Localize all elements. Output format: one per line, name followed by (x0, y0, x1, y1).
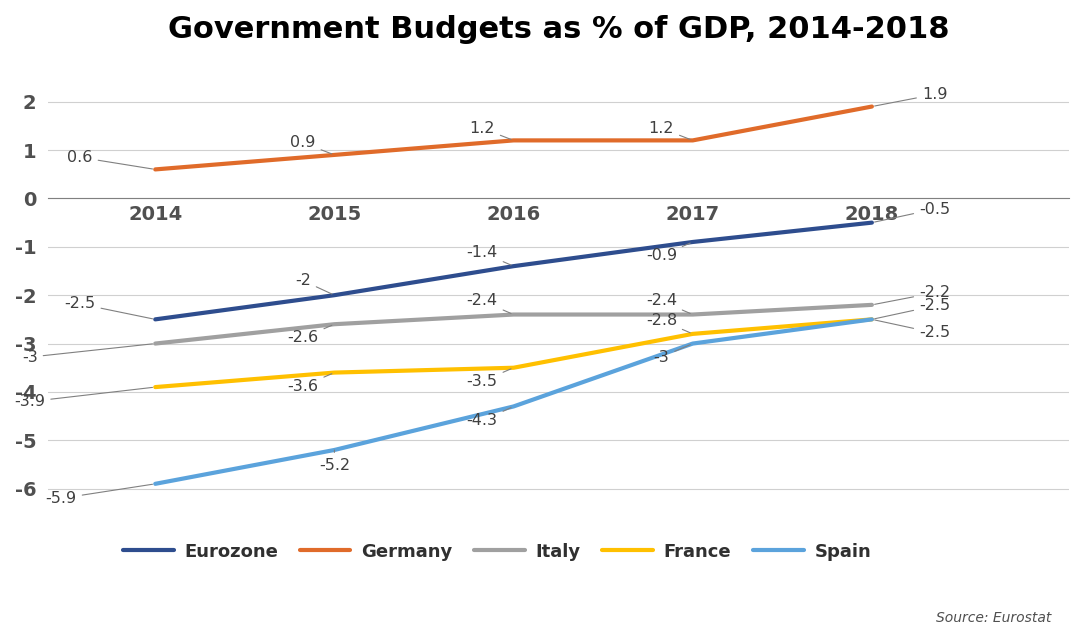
Legend: Eurozone, Germany, Italy, France, Spain: Eurozone, Germany, Italy, France, Spain (116, 535, 878, 568)
Text: -3: -3 (22, 344, 153, 365)
Spain (327, 446, 340, 454)
Text: -4.3: -4.3 (467, 408, 511, 428)
Text: -3.5: -3.5 (467, 369, 511, 389)
France (686, 330, 699, 338)
Italy (149, 339, 162, 347)
Text: -3.9: -3.9 (14, 387, 153, 409)
France (865, 316, 878, 323)
Text: -2.5: -2.5 (64, 297, 153, 319)
Text: 1.2: 1.2 (469, 121, 511, 139)
Text: 1.9: 1.9 (875, 87, 947, 106)
Germany (507, 136, 520, 144)
Text: -2.4: -2.4 (646, 293, 691, 314)
Text: 1.2: 1.2 (648, 121, 691, 139)
Italy (327, 321, 340, 328)
Text: -2.4: -2.4 (466, 293, 511, 314)
Text: -0.5: -0.5 (875, 201, 951, 222)
Eurozone (149, 316, 162, 323)
Text: -2.2: -2.2 (875, 285, 951, 304)
Germany (149, 165, 162, 173)
France (327, 369, 340, 376)
Text: -3: -3 (654, 345, 691, 365)
Spain (507, 403, 520, 410)
Italy (686, 310, 699, 318)
Line: Germany: Germany (155, 107, 872, 169)
Line: France: France (155, 319, 872, 387)
Spain (149, 480, 162, 488)
Eurozone (865, 219, 878, 227)
Italy (507, 310, 520, 318)
Text: -2.5: -2.5 (875, 298, 951, 319)
Text: -0.9: -0.9 (646, 243, 691, 263)
Eurozone (327, 292, 340, 299)
Text: -5.2: -5.2 (319, 450, 350, 473)
Text: -5.9: -5.9 (46, 484, 153, 506)
Text: -2: -2 (295, 273, 332, 294)
Text: 0.6: 0.6 (67, 150, 153, 169)
Title: Government Budgets as % of GDP, 2014-2018: Government Budgets as % of GDP, 2014-201… (168, 15, 950, 44)
Line: Spain: Spain (155, 319, 872, 484)
Spain (686, 339, 699, 347)
Text: -2.8: -2.8 (646, 313, 691, 333)
Text: -3.6: -3.6 (287, 374, 332, 394)
Text: -1.4: -1.4 (466, 245, 511, 265)
Germany (865, 103, 878, 110)
Text: 0.9: 0.9 (291, 135, 332, 154)
Line: Eurozone: Eurozone (155, 223, 872, 319)
Text: -2.6: -2.6 (287, 326, 332, 345)
Germany (327, 151, 340, 158)
Eurozone (507, 262, 520, 270)
France (149, 383, 162, 391)
Spain (865, 316, 878, 323)
France (507, 364, 520, 372)
Germany (686, 136, 699, 144)
Text: Source: Eurostat: Source: Eurostat (937, 611, 1051, 625)
Eurozone (686, 238, 699, 245)
Text: -2.5: -2.5 (875, 320, 951, 340)
Line: Italy: Italy (155, 305, 872, 343)
Italy (865, 301, 878, 309)
